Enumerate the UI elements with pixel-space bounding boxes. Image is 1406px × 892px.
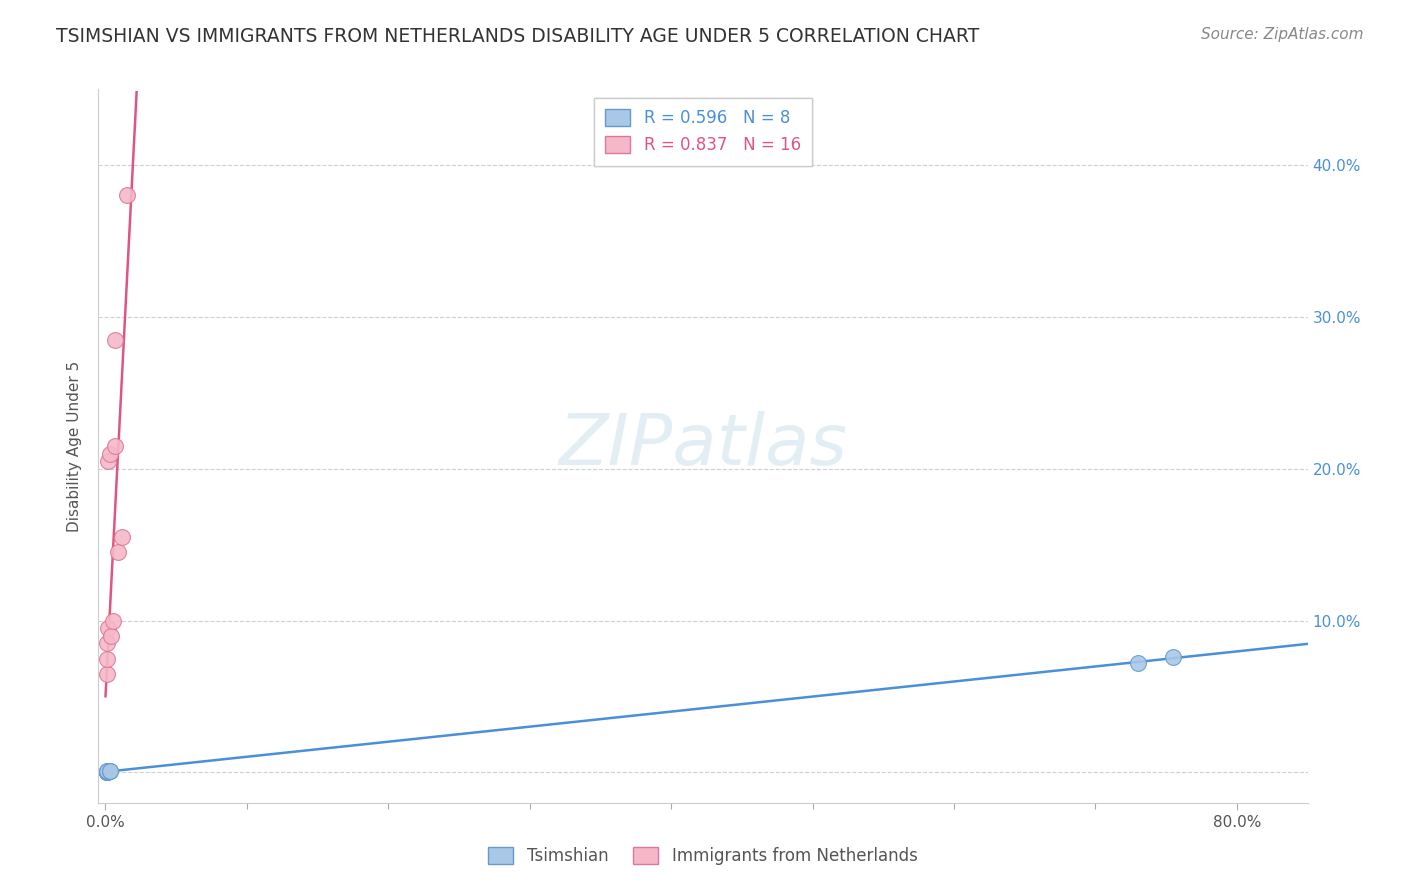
Text: TSIMSHIAN VS IMMIGRANTS FROM NETHERLANDS DISABILITY AGE UNDER 5 CORRELATION CHAR: TSIMSHIAN VS IMMIGRANTS FROM NETHERLANDS… xyxy=(56,27,980,45)
Point xyxy=(100,629,122,643)
Point xyxy=(104,333,127,347)
Point xyxy=(98,447,121,461)
Point xyxy=(96,765,118,780)
Point xyxy=(96,666,118,681)
Point xyxy=(96,765,118,780)
Point xyxy=(96,764,118,778)
Point xyxy=(98,764,121,778)
Point xyxy=(1126,656,1149,670)
Legend: Tsimshian, Immigrants from Netherlands: Tsimshian, Immigrants from Netherlands xyxy=(478,837,928,875)
Point xyxy=(1161,650,1184,665)
Y-axis label: Disability Age Under 5: Disability Age Under 5 xyxy=(67,360,83,532)
Point xyxy=(115,188,138,202)
Point xyxy=(97,454,120,468)
Point xyxy=(96,765,118,780)
Point xyxy=(96,765,118,780)
Point xyxy=(101,614,124,628)
Legend: R = 0.596   N = 8, R = 0.837   N = 16: R = 0.596 N = 8, R = 0.837 N = 16 xyxy=(593,97,813,166)
Point xyxy=(96,651,118,665)
Point xyxy=(111,530,134,544)
Point xyxy=(96,765,118,780)
Point xyxy=(96,636,118,650)
Point xyxy=(96,764,118,778)
Text: ZIPatlas: ZIPatlas xyxy=(558,411,848,481)
Text: Source: ZipAtlas.com: Source: ZipAtlas.com xyxy=(1201,27,1364,42)
Point xyxy=(98,764,121,778)
Point xyxy=(96,765,118,780)
Point xyxy=(97,621,120,635)
Point xyxy=(104,439,127,453)
Point xyxy=(107,545,129,559)
